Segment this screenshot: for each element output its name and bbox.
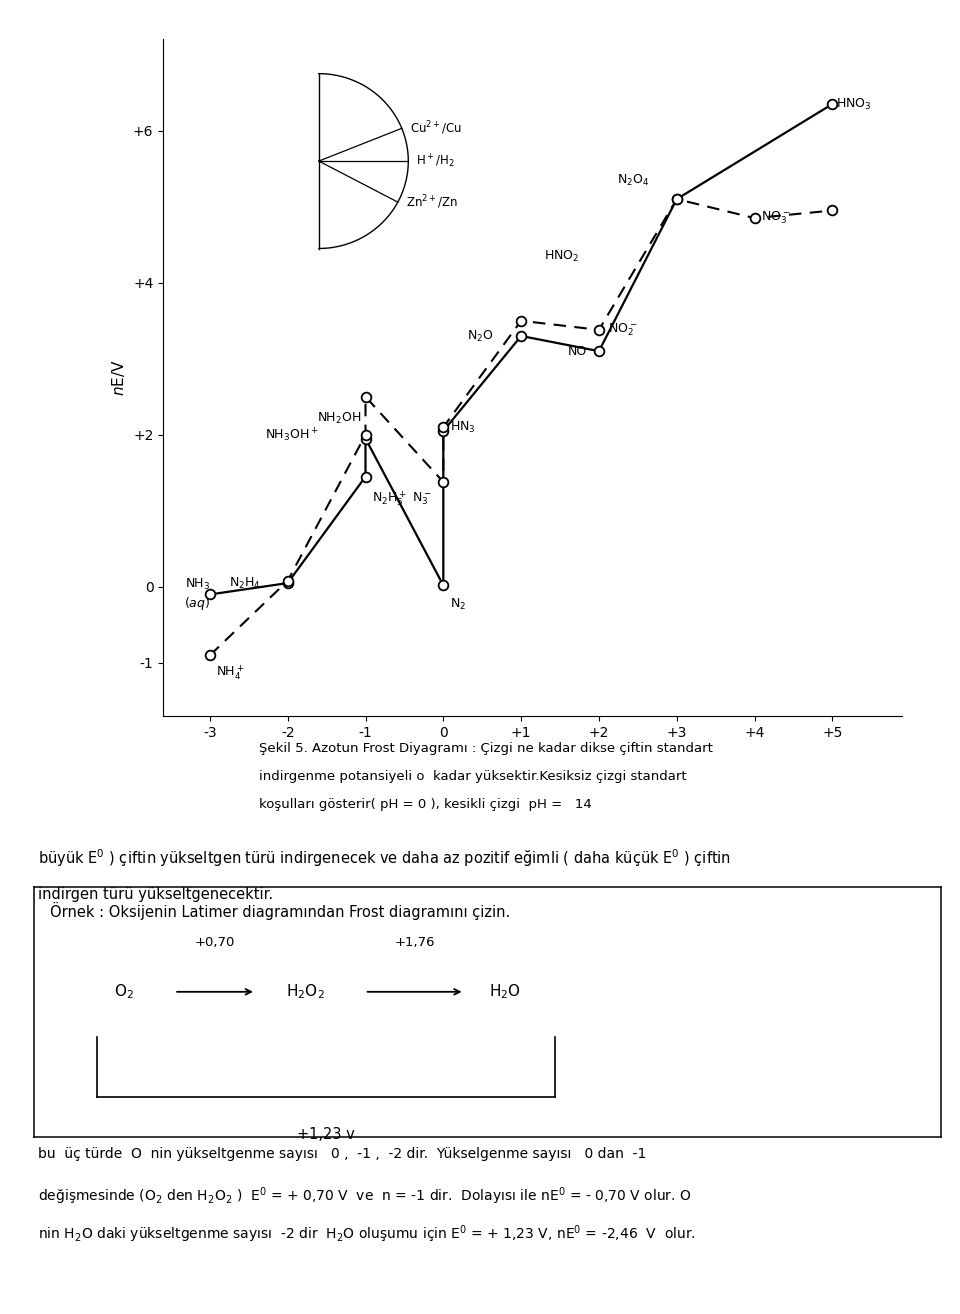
Text: NO$_3^-$: NO$_3^-$ (760, 210, 790, 226)
Text: N$_3^-$: N$_3^-$ (412, 490, 432, 507)
Text: H$^+$/H$_2$: H$^+$/H$_2$ (416, 152, 455, 170)
Text: HNO$_3$: HNO$_3$ (836, 96, 872, 112)
Text: bu  üç türde  O  nin yükseltgenme sayısı   0 ,  -1 ,  -2 dir.  Yükselgenme sayıs: bu üç türde O nin yükseltgenme sayısı 0 … (38, 1147, 647, 1162)
Text: +1,23 v: +1,23 v (298, 1126, 355, 1142)
Text: NH$_2$OH: NH$_2$OH (318, 410, 362, 426)
Text: indirgen türü yükseltgenecektir.: indirgen türü yükseltgenecektir. (38, 887, 274, 901)
Text: NH$_4^+$: NH$_4^+$ (216, 662, 245, 682)
Text: N$_2$O: N$_2$O (468, 328, 493, 343)
Text: NH$_3$
$(aq)$: NH$_3$ $(aq)$ (183, 577, 210, 612)
Text: N$_2$O$_4$: N$_2$O$_4$ (617, 172, 650, 188)
Y-axis label: $n$E/V: $n$E/V (110, 360, 128, 396)
Text: NO$_2^-$: NO$_2^-$ (609, 322, 637, 338)
Text: N$_2$H$_5^+$: N$_2$H$_5^+$ (372, 490, 407, 509)
Text: +0,70: +0,70 (195, 937, 235, 949)
Text: Zn$^{2+}$/Zn: Zn$^{2+}$/Zn (406, 193, 457, 212)
Text: +1,76: +1,76 (395, 937, 435, 949)
Text: nin H$_2$O daki yükseltgenme sayısı  -2 dir  H$_2$O oluşumu için E$^0$ = + 1,23 : nin H$_2$O daki yükseltgenme sayısı -2 d… (38, 1223, 696, 1244)
Text: Şekil 5. Azotun Frost Diyagramı : Çizgi ne kadar dikse çiftin standart: Şekil 5. Azotun Frost Diyagramı : Çizgi … (259, 742, 713, 756)
Text: N$_2$H$_4$: N$_2$H$_4$ (228, 576, 260, 590)
Text: H$_2$O$_2$: H$_2$O$_2$ (286, 983, 325, 1001)
Text: NH$_3$OH$^+$: NH$_3$OH$^+$ (265, 426, 319, 444)
Text: indirgenme potansiyeli o  kadar yüksektir.Kesiksiz çizgi standart: indirgenme potansiyeli o kadar yüksektir… (259, 770, 686, 783)
Text: O$_2$: O$_2$ (114, 983, 134, 1001)
Text: Cu$^{2+}$/Cu: Cu$^{2+}$/Cu (410, 120, 462, 137)
Text: Örnek : Oksijenin Latimer diagramından Frost diagramını çizin.: Örnek : Oksijenin Latimer diagramından F… (50, 901, 510, 920)
Text: büyük E$^0$ ) çiftin yükseltgen türü indirgenecek ve daha az pozitif eğimli ( da: büyük E$^0$ ) çiftin yükseltgen türü ind… (38, 848, 732, 870)
Text: H$_2$O: H$_2$O (490, 983, 521, 1001)
Text: HN$_3$: HN$_3$ (449, 419, 475, 435)
Text: HNO$_2$: HNO$_2$ (544, 248, 580, 264)
Text: NO: NO (568, 344, 588, 357)
Text: değişmesinde (O$_2$ den H$_2$O$_2$ )  E$^0$ = + 0,70 V  ve  n = -1 dir.  Dolayıs: değişmesinde (O$_2$ den H$_2$O$_2$ ) E$^… (38, 1185, 692, 1206)
Text: koşulları gösterir( pH = 0 ), kesikli çizgi  pH =   14: koşulları gösterir( pH = 0 ), kesikli çi… (259, 798, 592, 811)
Text: N$_2$: N$_2$ (449, 597, 466, 612)
